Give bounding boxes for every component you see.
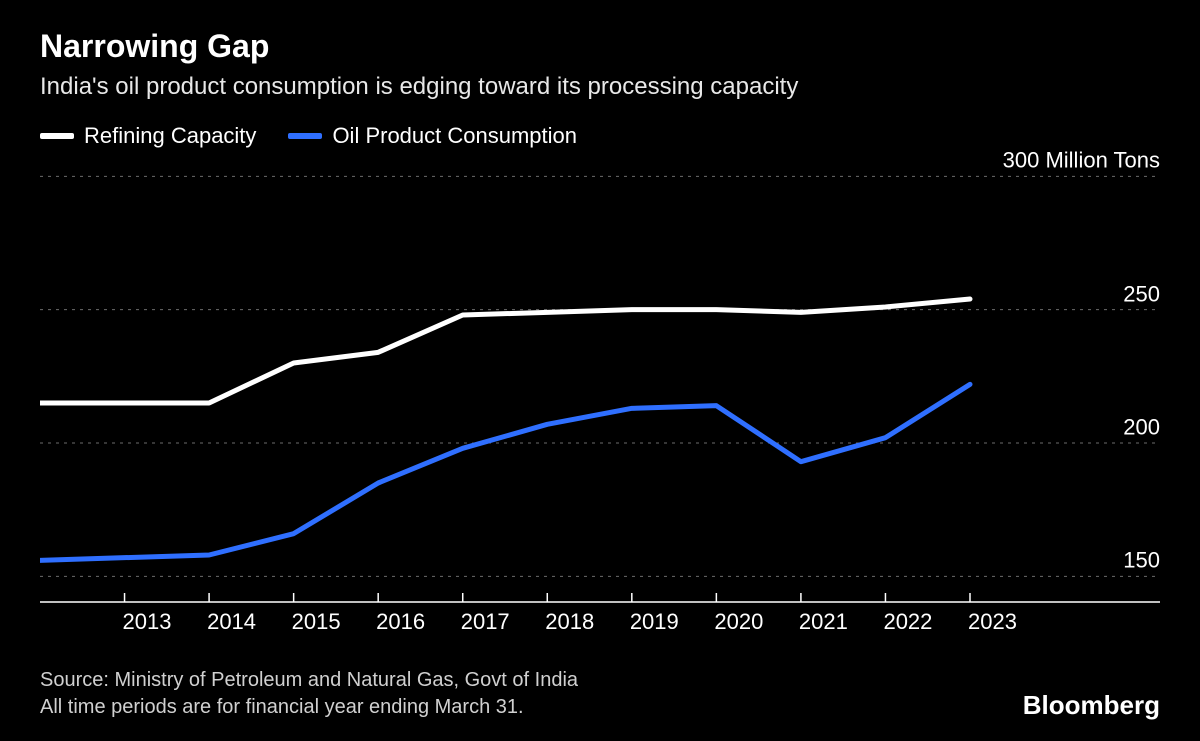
source-text: Source: Ministry of Petroleum and Natura…	[40, 667, 578, 721]
y-tick-label: 150	[1123, 548, 1160, 574]
source-line: All time periods are for financial year …	[40, 694, 578, 721]
legend-swatch	[40, 133, 74, 139]
chart-subtitle: India's oil product consumption is edgin…	[40, 73, 1160, 101]
chart-svg	[40, 163, 1160, 603]
x-tick-label: 2014	[207, 609, 256, 635]
legend-label: Refining Capacity	[84, 123, 256, 149]
x-tick-label: 2023	[968, 609, 1017, 635]
brand-label: Bloomberg	[1023, 690, 1160, 721]
x-axis-labels: 2013 2014 2015 2016 2017 2018 2019 2020 2021 2022…	[40, 609, 1160, 645]
source-line: Source: Ministry of Petroleum and Natura…	[40, 667, 578, 694]
chart-footer: Source: Ministry of Petroleum and Natura…	[40, 667, 1160, 721]
x-tick-label: 2013	[123, 609, 172, 635]
x-tick-label: 2015	[292, 609, 341, 635]
legend-swatch	[288, 133, 322, 139]
legend-label: Oil Product Consumption	[332, 123, 577, 149]
y-tick-label: 300 Million Tons	[1003, 148, 1160, 174]
y-tick-label: 200	[1123, 414, 1160, 440]
x-tick-label: 2020	[714, 609, 763, 635]
x-tick-label: 2019	[630, 609, 679, 635]
chart-title: Narrowing Gap	[40, 28, 1160, 65]
x-tick-label: 2021	[799, 609, 848, 635]
legend: Refining Capacity Oil Product Consumptio…	[40, 123, 1160, 149]
x-tick-label: 2022	[883, 609, 932, 635]
legend-item-refining: Refining Capacity	[40, 123, 256, 149]
x-tick-label: 2018	[545, 609, 594, 635]
chart-card: Narrowing Gap India's oil product consum…	[0, 0, 1200, 741]
x-tick-label: 2016	[376, 609, 425, 635]
x-tick-label: 2017	[461, 609, 510, 635]
chart-plot-area: 150200250300 Million Tons	[40, 163, 1160, 603]
legend-item-consumption: Oil Product Consumption	[288, 123, 577, 149]
y-tick-label: 250	[1123, 281, 1160, 307]
